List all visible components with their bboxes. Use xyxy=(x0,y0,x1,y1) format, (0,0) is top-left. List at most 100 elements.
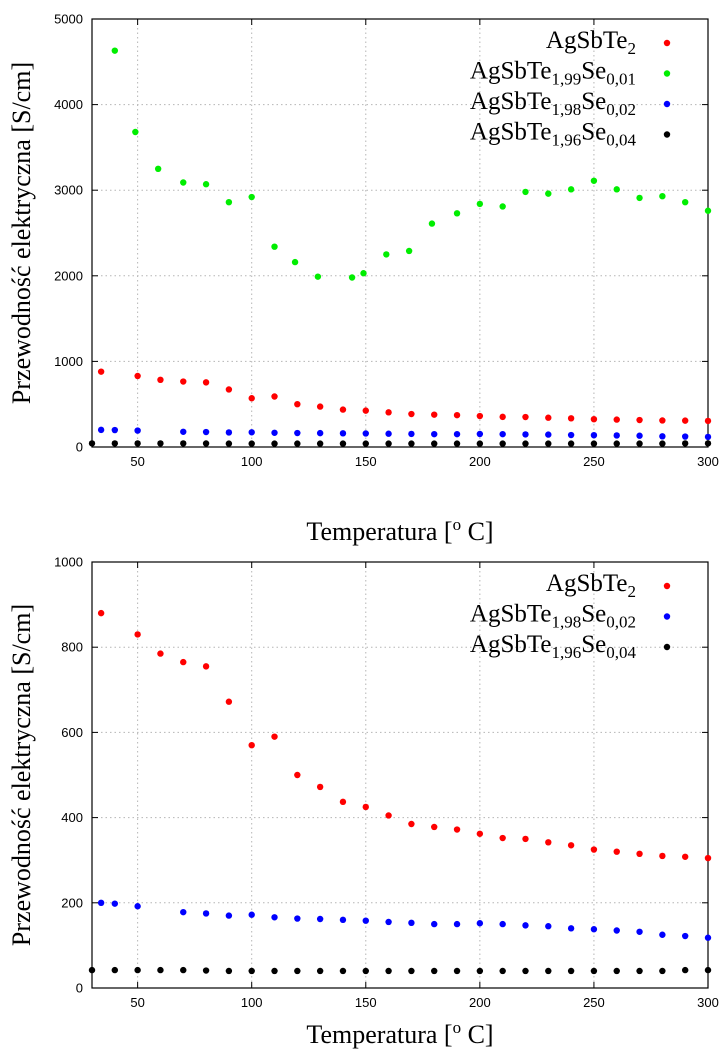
data-point xyxy=(316,967,324,975)
data-point xyxy=(294,771,301,779)
data-point xyxy=(271,429,278,436)
data-point xyxy=(431,430,438,438)
data-point xyxy=(476,412,484,420)
y-tick-label: 800 xyxy=(61,640,83,655)
data-point xyxy=(522,431,529,438)
data-point xyxy=(157,440,164,447)
data-point xyxy=(111,426,119,434)
x-tick-label: 150 xyxy=(355,454,377,469)
data-point xyxy=(225,912,233,919)
data-point xyxy=(704,207,712,214)
data-point xyxy=(180,179,187,186)
data-point xyxy=(385,440,392,447)
data-point xyxy=(271,393,278,400)
data-point xyxy=(202,379,210,386)
y-tick-label: 2000 xyxy=(54,268,83,283)
data-point xyxy=(294,440,301,447)
data-point xyxy=(613,848,620,855)
data-point xyxy=(316,783,324,791)
data-point xyxy=(202,967,210,974)
data-point xyxy=(545,431,552,438)
data-point xyxy=(567,440,575,447)
data-point xyxy=(408,919,415,927)
data-point xyxy=(428,220,436,227)
data-point xyxy=(453,967,461,975)
data-point xyxy=(453,411,461,419)
data-point xyxy=(134,966,141,974)
data-point xyxy=(180,966,187,974)
series-1 xyxy=(97,368,712,425)
data-point xyxy=(202,910,210,917)
data-point xyxy=(202,428,210,436)
data-point xyxy=(636,967,643,975)
data-point xyxy=(291,258,299,266)
data-point xyxy=(659,967,666,975)
data-point xyxy=(499,413,506,421)
series-2 xyxy=(111,47,712,281)
data-point xyxy=(88,440,96,447)
data-point xyxy=(97,368,105,375)
data-point xyxy=(636,928,643,935)
data-point xyxy=(408,430,415,438)
data-point xyxy=(134,631,141,638)
data-point xyxy=(225,440,233,447)
data-point xyxy=(681,440,689,447)
series-1 xyxy=(97,609,712,862)
legend-label: AgSbTe2 xyxy=(546,570,636,601)
data-point xyxy=(567,842,575,849)
data-point xyxy=(522,967,529,975)
data-point xyxy=(180,440,187,447)
legend-marker xyxy=(663,100,671,108)
data-point xyxy=(567,925,575,932)
data-point xyxy=(362,440,369,447)
data-point xyxy=(681,966,689,974)
data-point xyxy=(408,820,415,828)
data-point xyxy=(157,650,164,657)
series-3 xyxy=(88,966,712,975)
data-point xyxy=(97,899,105,906)
data-point xyxy=(385,967,392,975)
data-point xyxy=(360,270,367,277)
data-point xyxy=(590,846,598,853)
data-point xyxy=(339,440,347,447)
data-point xyxy=(248,193,255,201)
y-axis-label: Przewodność elektryczna [S/cm] xyxy=(7,62,36,404)
data-point xyxy=(681,932,689,940)
data-point xyxy=(339,916,347,924)
data-point xyxy=(383,251,390,258)
data-point xyxy=(385,812,392,819)
y-tick-label: 0 xyxy=(76,981,83,996)
data-point xyxy=(294,915,301,922)
data-point xyxy=(613,432,620,439)
data-point xyxy=(271,914,278,921)
y-tick-label: 0 xyxy=(76,440,83,455)
data-point xyxy=(499,834,506,842)
data-point xyxy=(154,165,162,172)
plot-frame xyxy=(91,561,709,989)
chart-2: 50 100 150 200 250 300 0 200 400 600 800 1000 Przewo… xyxy=(7,555,719,1050)
series-2 xyxy=(97,899,712,941)
y-tick-label: 3000 xyxy=(54,183,83,198)
data-point xyxy=(362,967,369,975)
data-point xyxy=(545,923,552,930)
data-point xyxy=(271,440,278,447)
data-point xyxy=(97,609,105,617)
data-point xyxy=(385,409,392,416)
data-point xyxy=(659,852,666,860)
plot-frame xyxy=(91,18,709,448)
data-point xyxy=(339,406,347,413)
data-point xyxy=(567,431,575,439)
y-tick-label: 200 xyxy=(61,895,83,910)
data-point xyxy=(681,417,689,424)
data-point xyxy=(316,915,324,923)
data-point xyxy=(704,934,712,941)
data-point xyxy=(681,853,689,860)
data-point xyxy=(362,803,369,811)
data-point xyxy=(225,698,233,705)
data-point xyxy=(499,967,506,975)
data-point xyxy=(225,198,233,206)
data-point xyxy=(180,908,187,916)
data-point xyxy=(271,733,278,740)
data-point xyxy=(545,839,552,846)
